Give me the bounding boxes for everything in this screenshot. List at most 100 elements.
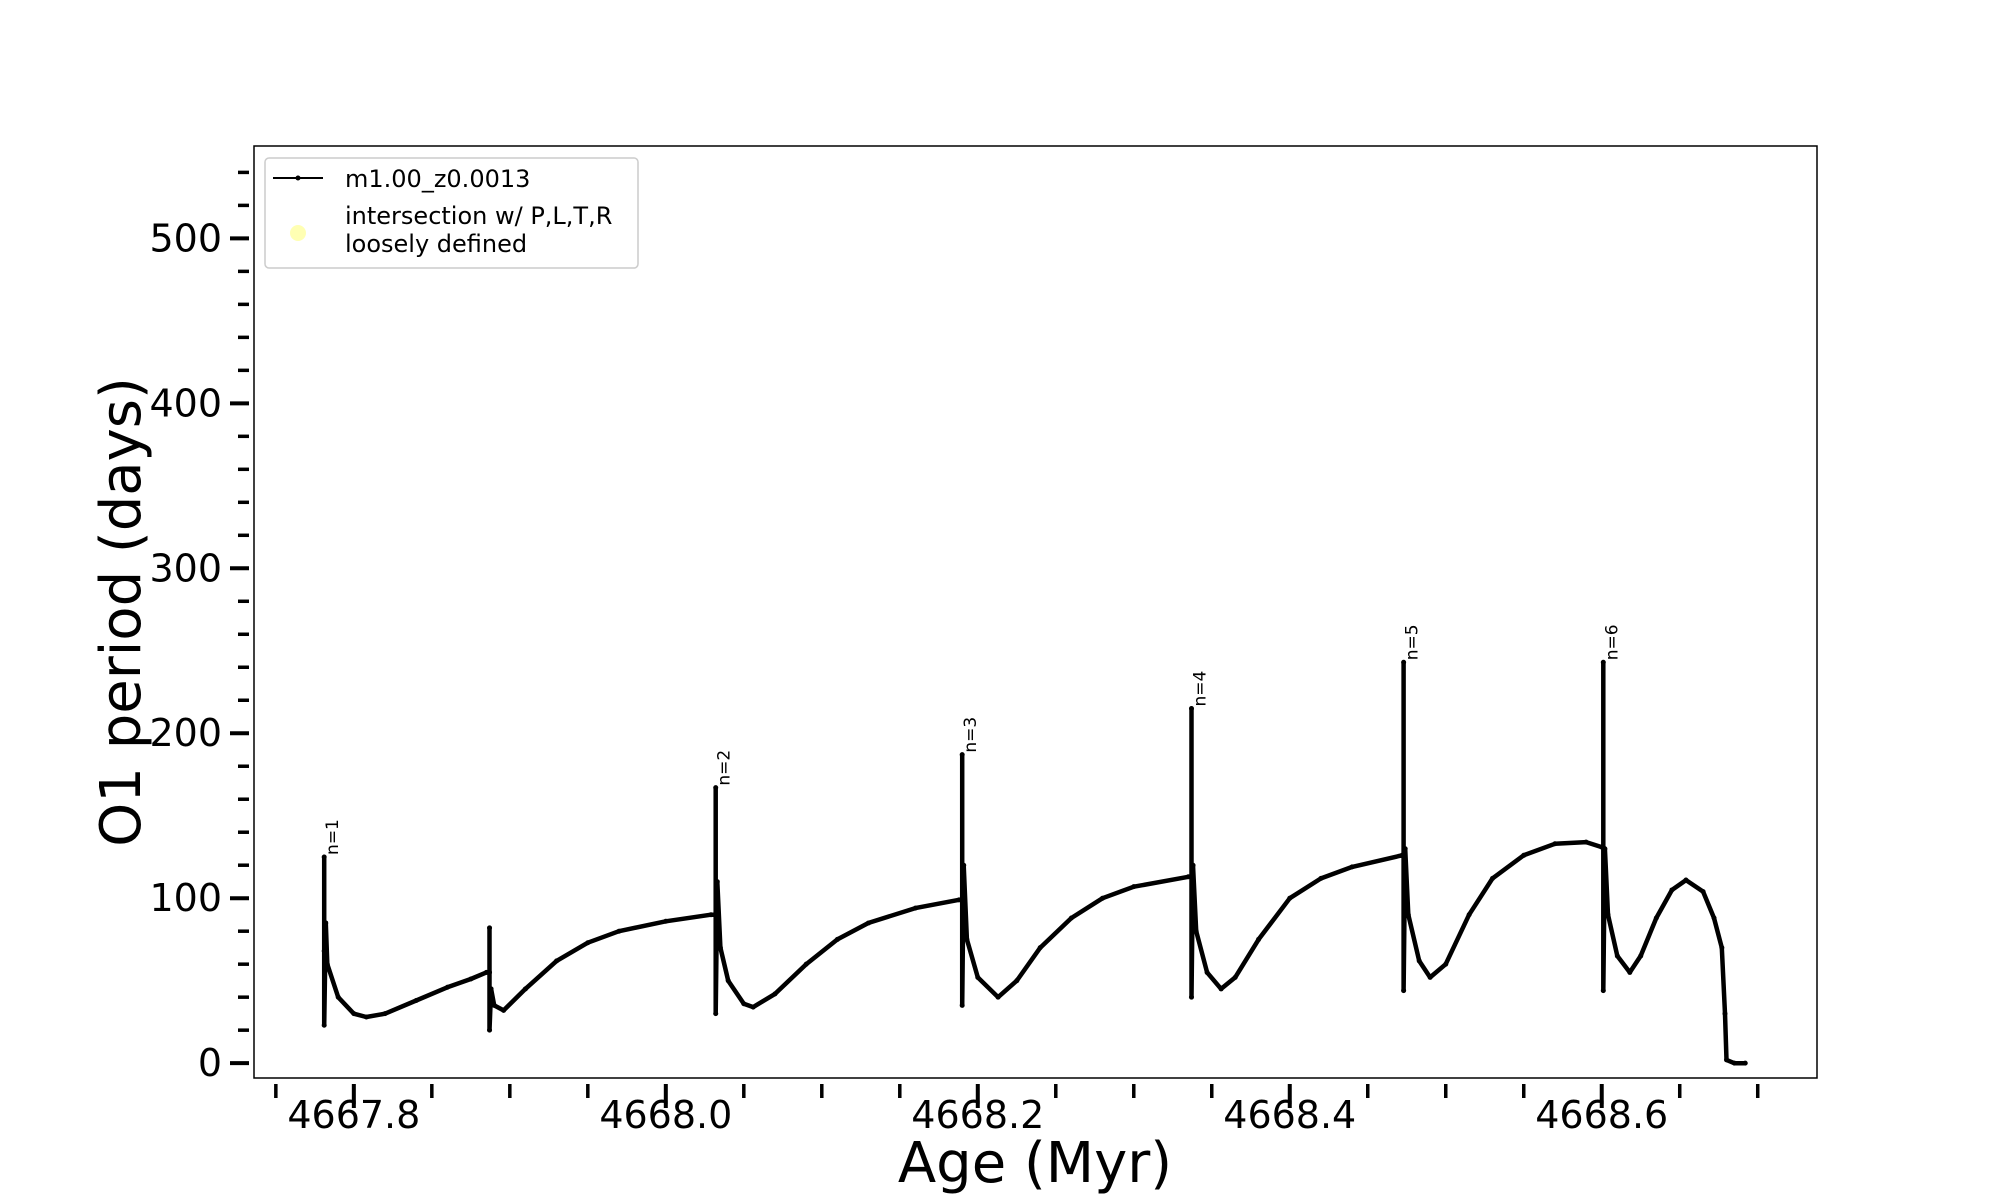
data-point bbox=[1100, 895, 1106, 901]
x-tick-label: 4667.8 bbox=[287, 1093, 420, 1137]
data-point bbox=[1037, 945, 1043, 951]
data-point bbox=[995, 994, 1001, 1000]
x-axis-label: Age (Myr) bbox=[898, 1131, 1172, 1196]
data-point bbox=[1731, 1060, 1737, 1066]
x-axis: 4667.8 4668.0 4668.2 4668.4 4668.6 bbox=[274, 1084, 1760, 1137]
data-point bbox=[1443, 961, 1449, 967]
data-point bbox=[488, 986, 494, 992]
data-point bbox=[663, 918, 669, 924]
legend-dot-marker bbox=[295, 175, 301, 181]
data-point bbox=[363, 1014, 369, 1020]
series-layer bbox=[321, 659, 1748, 1066]
data-point bbox=[1218, 986, 1224, 992]
data-point bbox=[616, 928, 622, 934]
peak-annotation: n=2 bbox=[715, 750, 735, 786]
data-point bbox=[487, 1027, 493, 1033]
data-point bbox=[750, 1004, 756, 1010]
data-point bbox=[1193, 928, 1199, 934]
data-point bbox=[1552, 841, 1558, 847]
y-tick-label: 300 bbox=[149, 546, 222, 590]
x-tick-label: 4668.2 bbox=[911, 1093, 1044, 1137]
data-point bbox=[1405, 912, 1411, 918]
data-point bbox=[714, 879, 720, 885]
peak-annotation: n=6 bbox=[1602, 624, 1622, 660]
data-point bbox=[1188, 874, 1194, 880]
data-point bbox=[501, 1007, 507, 1013]
data-point bbox=[834, 936, 840, 942]
data-point bbox=[1724, 1057, 1730, 1063]
data-point bbox=[335, 994, 341, 1000]
data-point bbox=[1638, 953, 1644, 959]
data-point bbox=[959, 897, 965, 903]
data-point bbox=[713, 912, 719, 918]
plot-frame bbox=[253, 145, 1818, 1079]
legend: m1.00_z0.0013 bbox=[264, 157, 639, 269]
data-point bbox=[1188, 994, 1194, 1000]
y-axis: 0 100 200 300 400 500 bbox=[149, 170, 249, 1085]
data-point bbox=[717, 945, 723, 951]
data-point bbox=[1600, 659, 1606, 665]
data-point bbox=[1602, 846, 1608, 852]
data-point bbox=[1683, 877, 1689, 883]
data-point bbox=[725, 978, 731, 984]
data-point bbox=[554, 958, 560, 964]
series-line bbox=[321, 660, 1748, 1066]
data-point bbox=[1232, 974, 1238, 980]
x-tick-label: 4668.0 bbox=[599, 1093, 732, 1137]
data-point bbox=[1401, 659, 1407, 665]
data-point bbox=[741, 1001, 747, 1007]
data-point bbox=[1719, 945, 1725, 951]
data-point bbox=[1401, 852, 1407, 858]
annotations: n=1 n=2 n=3 n=4 n=5 n=6 bbox=[323, 624, 1622, 854]
data-point bbox=[487, 969, 493, 975]
data-point bbox=[585, 940, 591, 946]
data-point bbox=[1190, 862, 1196, 868]
legend-box bbox=[264, 157, 639, 269]
data-point bbox=[1416, 958, 1422, 964]
y-tick-label: 100 bbox=[149, 876, 222, 920]
data-point bbox=[1722, 1011, 1728, 1017]
x-tick-label: 4668.6 bbox=[1535, 1093, 1668, 1137]
data-point bbox=[708, 912, 714, 918]
data-point bbox=[959, 752, 965, 758]
data-point bbox=[713, 1011, 719, 1017]
data-point bbox=[1742, 1060, 1748, 1066]
data-point bbox=[468, 976, 474, 982]
data-point bbox=[1014, 978, 1020, 984]
data-point bbox=[1627, 969, 1633, 975]
data-point bbox=[1490, 875, 1496, 881]
data-point bbox=[1401, 988, 1407, 994]
y-axis-label: O1 period (days) bbox=[89, 377, 154, 847]
y-tick-label: 400 bbox=[149, 381, 222, 425]
data-point bbox=[487, 925, 493, 931]
data-point bbox=[323, 920, 329, 926]
data-point bbox=[1669, 887, 1675, 893]
data-point bbox=[1614, 953, 1620, 959]
data-point bbox=[382, 1011, 388, 1017]
peak-annotation: n=5 bbox=[1403, 624, 1423, 660]
data-point bbox=[1605, 912, 1611, 918]
data-point bbox=[1600, 988, 1606, 994]
data-point bbox=[1521, 852, 1527, 858]
data-point bbox=[1188, 705, 1194, 711]
y-tick-label: 500 bbox=[149, 216, 222, 260]
data-point bbox=[351, 1011, 357, 1017]
data-point bbox=[713, 785, 719, 791]
data-point bbox=[1700, 889, 1706, 895]
data-point bbox=[803, 961, 809, 967]
data-point bbox=[1131, 884, 1137, 890]
data-point bbox=[321, 948, 327, 954]
peak-annotation: n=1 bbox=[323, 819, 343, 855]
y-tick-label: 0 bbox=[198, 1041, 222, 1085]
data-point bbox=[1204, 969, 1210, 975]
data-point bbox=[959, 1002, 965, 1008]
legend-label-series: m1.00_z0.0013 bbox=[345, 165, 530, 193]
data-point bbox=[321, 854, 327, 860]
legend-intersection-marker bbox=[290, 225, 306, 241]
data-point bbox=[321, 1022, 327, 1028]
data-point bbox=[1318, 875, 1324, 881]
data-point bbox=[1711, 915, 1717, 921]
data-point bbox=[866, 920, 872, 926]
legend-label-intersection: intersection w/ P,L,T,R loosely defined bbox=[345, 202, 613, 258]
